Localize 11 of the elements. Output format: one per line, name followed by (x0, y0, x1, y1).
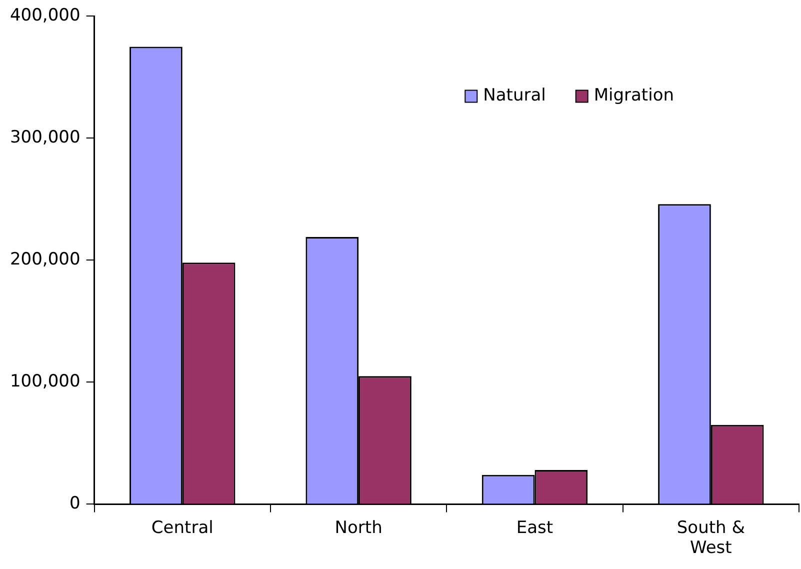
x-tick-label: East (516, 518, 554, 538)
x-tick-label: North (334, 518, 382, 538)
y-tick-label: 0 (69, 494, 80, 514)
y-tick-label: 300,000 (10, 128, 80, 148)
x-tick-label: South & West (676, 518, 745, 558)
legend-label: Natural (483, 86, 546, 106)
x-tick-label: Central (151, 518, 214, 538)
legend-label: Migration (594, 86, 674, 106)
y-tick-label: 100,000 (10, 372, 80, 392)
y-tick-label: 200,000 (10, 250, 80, 270)
y-tick-label: 400,000 (10, 6, 80, 26)
